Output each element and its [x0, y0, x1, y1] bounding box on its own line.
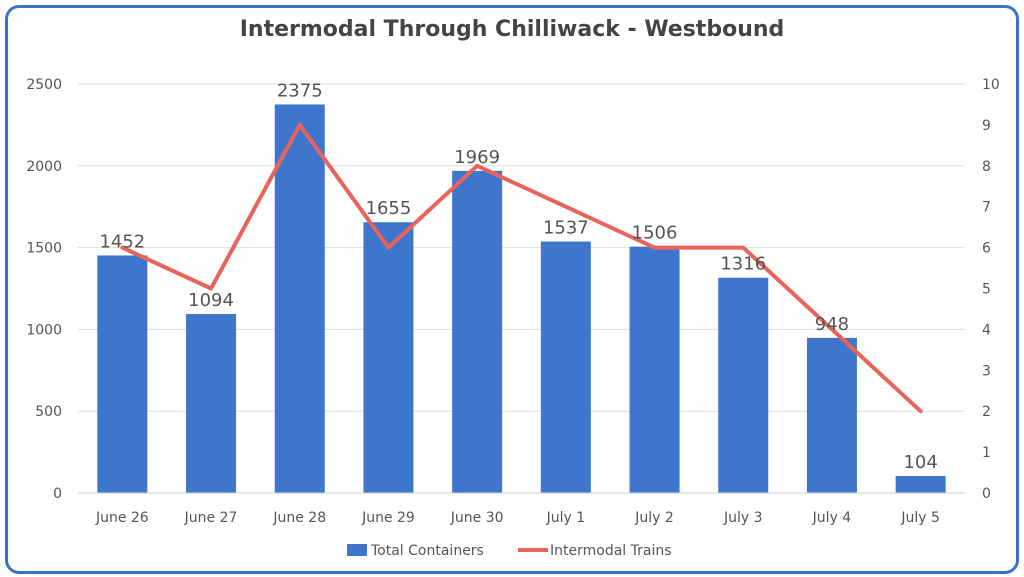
y-right-tick-label: 0: [982, 486, 991, 502]
y-left-tick-label: 2500: [26, 77, 62, 93]
x-tick-label: July 5: [900, 510, 940, 526]
y-left-tick-label: 1500: [26, 241, 62, 257]
legend-label-containers: Total Containers: [370, 543, 484, 559]
line-series: [120, 122, 923, 414]
bar-data-label: 1655: [366, 198, 412, 219]
bar-series: [97, 104, 946, 494]
bar-data-label: 104: [903, 452, 937, 473]
y-left-tick-label: 0: [53, 486, 62, 502]
y-right-tick-label: 7: [982, 200, 991, 216]
bar-data-label: 1537: [543, 218, 589, 239]
y-right-tick-label: 9: [982, 118, 991, 134]
x-tick-label: June 28: [272, 510, 326, 526]
y-right-tick-label: 5: [982, 282, 991, 298]
bar: [540, 241, 591, 493]
bar-data-label: 1969: [454, 147, 500, 168]
bar: [895, 475, 946, 493]
line-point: [831, 328, 833, 330]
bar: [363, 222, 414, 493]
bar-data-label: 1094: [188, 290, 234, 311]
chart-title: Intermodal Through Chilliwack - Westboun…: [240, 17, 785, 42]
bar: [274, 104, 325, 493]
series-line-intermodal-trains: [120, 122, 923, 414]
x-tick-label: July 3: [723, 510, 763, 526]
y-right-tick-label: 3: [982, 363, 991, 379]
y-left-tick-label: 2000: [26, 159, 62, 175]
legend-swatch-containers: [347, 544, 367, 556]
y-left-tick-label: 1000: [26, 322, 62, 338]
y-right-tick-label: 10: [982, 77, 1000, 93]
bar-data-label: 948: [815, 314, 849, 335]
y-right-tick-label: 1: [982, 445, 991, 461]
bar: [186, 314, 237, 493]
y-right-tick-label: 2: [982, 404, 991, 420]
y-left-tick-label: 500: [35, 404, 62, 420]
x-tick-label: July 2: [634, 510, 674, 526]
line-point: [476, 165, 478, 167]
bar-data-label: 2375: [277, 80, 323, 101]
line-point: [387, 247, 389, 249]
bar-data-label: 1452: [99, 231, 145, 252]
x-tick-label: June 30: [450, 510, 504, 526]
legend-label-trains: Intermodal Trains: [550, 543, 672, 559]
x-tick-label: June 26: [95, 510, 149, 526]
data-labels: 1452 1094 2375 1655 1969 1537 1506 1316 948 104: [99, 80, 937, 473]
line-point: [742, 247, 744, 249]
x-tick-label: June 29: [361, 510, 415, 526]
line-point: [920, 410, 922, 412]
line-point: [565, 206, 567, 208]
x-tick-label: June 27: [184, 510, 238, 526]
bar-data-label: 1506: [632, 223, 678, 244]
bar: [806, 337, 857, 493]
x-tick-label: July 1: [546, 510, 586, 526]
line-point: [299, 124, 301, 126]
legend: Total Containers Intermodal Trains: [347, 543, 672, 559]
y-right-tick-label: 6: [982, 241, 991, 257]
axes: 0 500 1000 1500 2000 2500 0 1 2 3 4 5 6 7 8 9 10 June 26 J…: [26, 77, 999, 526]
bar: [97, 255, 148, 493]
bar: [452, 170, 503, 494]
x-tick-label: July 4: [812, 510, 852, 526]
line-point: [210, 288, 212, 289]
line-point: [654, 247, 656, 249]
y-right-tick-label: 4: [982, 322, 991, 338]
bar-data-label: 1316: [720, 254, 766, 275]
y-right-tick-label: 8: [982, 159, 991, 175]
line-point: [121, 247, 123, 249]
bar: [718, 277, 769, 493]
bar: [629, 246, 680, 493]
